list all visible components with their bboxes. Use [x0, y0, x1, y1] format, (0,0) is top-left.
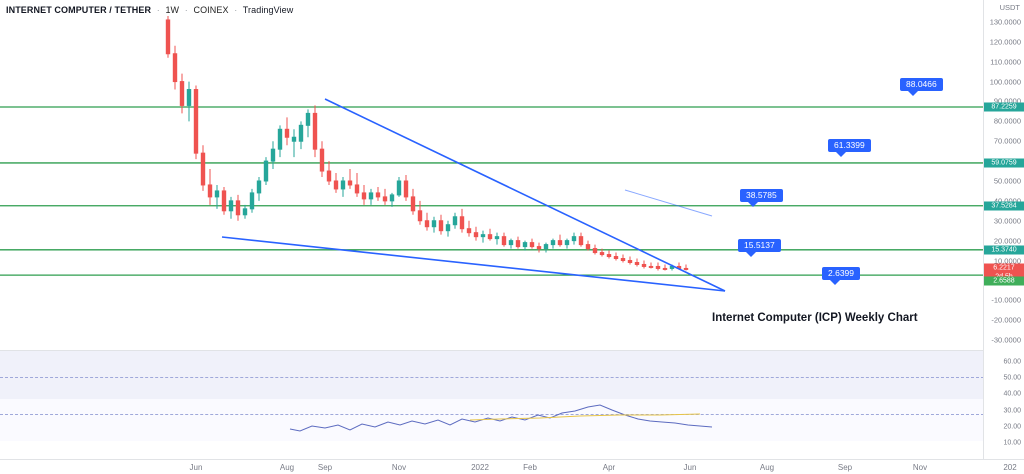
price-callout[interactable]: 88.0466 — [900, 78, 943, 96]
chart-annotation: Internet Computer (ICP) Weekly Chart — [712, 312, 918, 324]
indicator-svg — [289, 404, 713, 432]
indicator-tick-label: 20.00 — [1003, 423, 1021, 431]
y-tick-label: 120.0000 — [989, 37, 1021, 47]
price-tag: 59.0759 — [984, 158, 1024, 168]
y-tick-label: 110.0000 — [990, 57, 1021, 67]
price-tag: 6.2217 — [984, 263, 1024, 273]
x-tick-label: Jun — [189, 463, 203, 472]
indicator-tick-label: 30.00 — [1003, 407, 1021, 415]
y-tick-label: 30.0000 — [993, 216, 1021, 226]
y-tick-label: 90.0000 — [993, 96, 1021, 106]
y-tick-label: 40.0000 — [994, 196, 1021, 205]
x-tick-label: Jun — [683, 463, 697, 472]
y-tick-label: 70.0000 — [993, 136, 1021, 146]
x-tick-label: 202 — [1003, 463, 1017, 472]
y-tick-label: 20.0000 — [993, 236, 1021, 246]
price-tag: 87.2259 — [984, 102, 1024, 112]
time-axis[interactable]: Jun Aug Sep Nov 2022 Feb Apr Jun Aug Sep Nov 202 — [0, 459, 1024, 474]
y-tick-label: -30.0000 — [991, 335, 1021, 345]
x-tick-label: Aug — [759, 463, 775, 472]
indicator-tick-label: 10.00 — [1003, 439, 1021, 447]
interval-label[interactable]: 1W — [165, 5, 180, 15]
indicator-tick-label: 50.00 — [1003, 374, 1021, 382]
x-tick-label: Sep — [837, 463, 853, 472]
price-callout[interactable]: 61.3399 — [828, 139, 871, 157]
header-separator-1: · — [156, 5, 160, 15]
y-tick-label: 80.0000 — [993, 116, 1021, 126]
x-tick-label: 2022 — [471, 463, 489, 472]
axis-unit-label: USDT — [999, 3, 1020, 12]
chart-header: INTERNET COMPUTER / TETHER · 1W · COINEX… — [6, 5, 293, 15]
y-tick-label: 10.0000 — [993, 256, 1021, 265]
x-tick-label: Nov — [391, 463, 407, 472]
price-tag: 2.6588 — [984, 276, 1024, 286]
x-tick-label: Feb — [523, 463, 537, 472]
x-tick-label: Aug — [279, 463, 295, 472]
symbol-label[interactable]: INTERNET COMPUTER / TETHER — [6, 5, 152, 15]
y-tick-label: -20.0000 — [991, 315, 1021, 325]
price-axis[interactable]: USDT 130.0000 120.0000 110.0000 100.0000 90.… — [983, 0, 1024, 474]
y-tick-label: 50.0000 — [993, 176, 1021, 186]
price-tag: 15.3740 — [984, 245, 1024, 255]
y-tick-label: 100.0000 — [989, 77, 1021, 87]
indicator-pane[interactable] — [0, 350, 984, 441]
indicator-level-50 — [0, 377, 984, 378]
x-tick-label: Nov — [912, 463, 928, 472]
y-tick-label: -10.0000 — [991, 295, 1021, 305]
y-tick-label: 130.0000 — [989, 17, 1021, 27]
indicator-level-30 — [0, 414, 984, 415]
indicator-zone — [0, 351, 984, 399]
price-tag: 37.5284 — [984, 201, 1024, 211]
price-svg — [0, 15, 984, 292]
header-separator-3: · — [234, 5, 238, 15]
indicator-tick-label: 40.00 — [1003, 390, 1021, 398]
exchange-label[interactable]: COINEX — [193, 5, 229, 15]
provider-label: TradingView — [242, 5, 294, 15]
price-callout[interactable]: 15.5137 — [738, 239, 781, 257]
price-pane[interactable] — [0, 0, 984, 440]
indicator-tick-label: 60.00 — [1003, 358, 1021, 366]
price-callout[interactable]: 38.5785 — [740, 189, 783, 207]
x-tick-label: Apr — [602, 463, 616, 472]
x-tick-label: Sep — [317, 463, 333, 472]
header-separator-2: · — [184, 5, 188, 15]
price-callout[interactable]: 2.6399 — [822, 267, 860, 285]
